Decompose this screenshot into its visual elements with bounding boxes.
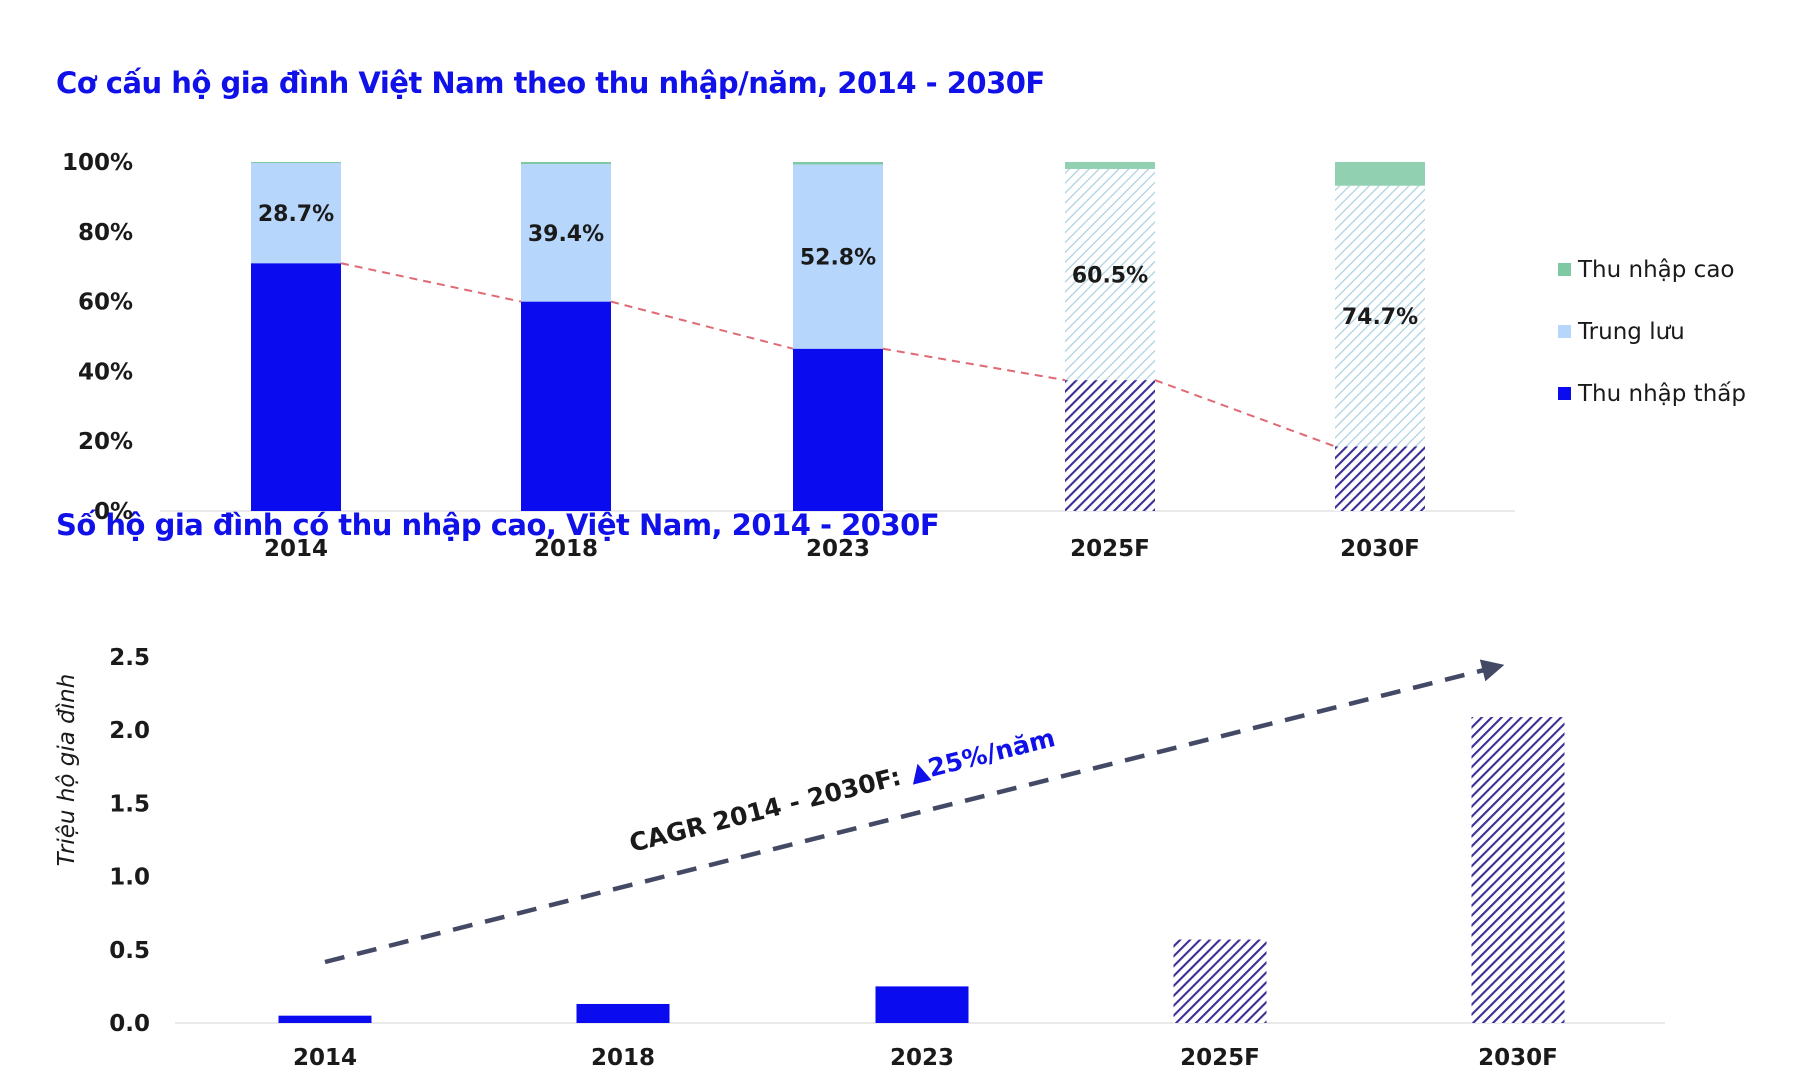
bar (576, 1003, 670, 1023)
y-tick-label: 1.5 (109, 791, 150, 817)
y-tick-label: 2.5 (109, 645, 150, 671)
x-tick-label: 2025F (1180, 1045, 1260, 1071)
bar-segment-middle-income (1065, 168, 1155, 381)
x-tick-label: 2014 (264, 536, 328, 562)
bar-segment-low-income (1065, 380, 1155, 511)
y-tick-label: 80% (78, 220, 133, 246)
bar-segment-low-income (793, 348, 883, 511)
y-tick-label: 0.0 (109, 1011, 150, 1037)
bar-segment-middle-income (793, 164, 883, 349)
bar-segment-high-income (1335, 162, 1425, 186)
trend-arrow (324, 659, 1505, 965)
bar-segment-high-income (521, 162, 611, 165)
cagr-annotation: CAGR 2014 - 2030F:▲25%/năm (626, 723, 1058, 858)
data-label: 52.8% (800, 246, 876, 271)
bar-segment-middle-income (521, 164, 611, 302)
data-label: 74.7% (1342, 305, 1418, 330)
y-tick-label: 20% (78, 429, 133, 455)
x-tick-label: 2030F (1340, 536, 1420, 562)
bar (1471, 717, 1565, 1023)
bar-segment-low-income (1335, 446, 1425, 511)
x-tick-label: 2018 (591, 1045, 655, 1071)
y-tick-label: 1.0 (109, 865, 150, 891)
bar-segment-high-income (1065, 162, 1155, 169)
high-income-bar-chart: 0.0 0.5 1.0 1.5 2.0 2.5 Triệu hộ gia đình 2014 2… (54, 645, 1665, 1071)
x-tick-label: 2030F (1478, 1045, 1558, 1071)
x-tick-label: 2023 (806, 536, 870, 562)
bar (278, 1015, 372, 1023)
bar (875, 986, 969, 1023)
y-axis-label: Triệu hộ gia đình (54, 674, 80, 867)
x-tick-label: 2025F (1070, 536, 1150, 562)
cagr-value: ▲25%/năm (907, 723, 1059, 787)
legend-swatch (1558, 263, 1571, 276)
y-tick-label: 60% (78, 290, 133, 316)
bar-segment-low-income (521, 301, 611, 511)
bar (1173, 939, 1267, 1023)
x-tick-label: 2018 (534, 536, 598, 562)
legend-label: Trung lưu (1577, 319, 1685, 345)
chart2-title: Số hộ gia đình có thu nhập cao, Việt Nam… (56, 508, 940, 542)
x-tick-label: 2023 (890, 1045, 954, 1071)
legend-label: Thu nhập thấp (1577, 381, 1746, 407)
y-tick-label: 0.5 (109, 938, 150, 964)
y-tick-label: 0% (94, 499, 133, 525)
legend-swatch (1558, 387, 1571, 400)
y-tick-label: 2.0 (109, 718, 150, 744)
data-label: 39.4% (528, 222, 604, 247)
bar-segment-low-income (251, 263, 341, 511)
bar-segment-high-income (793, 162, 883, 165)
data-label: 28.7% (258, 202, 334, 227)
bar-segment-high-income (251, 162, 341, 164)
y-tick-label: 100% (62, 150, 133, 176)
bar-segment-middle-income (1335, 185, 1425, 447)
stacked-bar-chart: 0% 20% 40% 60% 80% 100% 28.7% 2014 39.4% 2018 52.8… (62, 150, 1746, 562)
y-tick-label: 40% (78, 359, 133, 385)
chart1-title: Cơ cấu hộ gia đình Việt Nam theo thu nhậ… (56, 66, 1045, 100)
bar-segment-middle-income (251, 163, 341, 264)
legend-label: Thu nhập cao (1577, 257, 1735, 283)
x-tick-label: 2014 (293, 1045, 357, 1071)
data-label: 60.5% (1072, 264, 1148, 289)
cagr-label: CAGR 2014 - 2030F: (626, 762, 903, 858)
legend-swatch (1558, 325, 1571, 338)
